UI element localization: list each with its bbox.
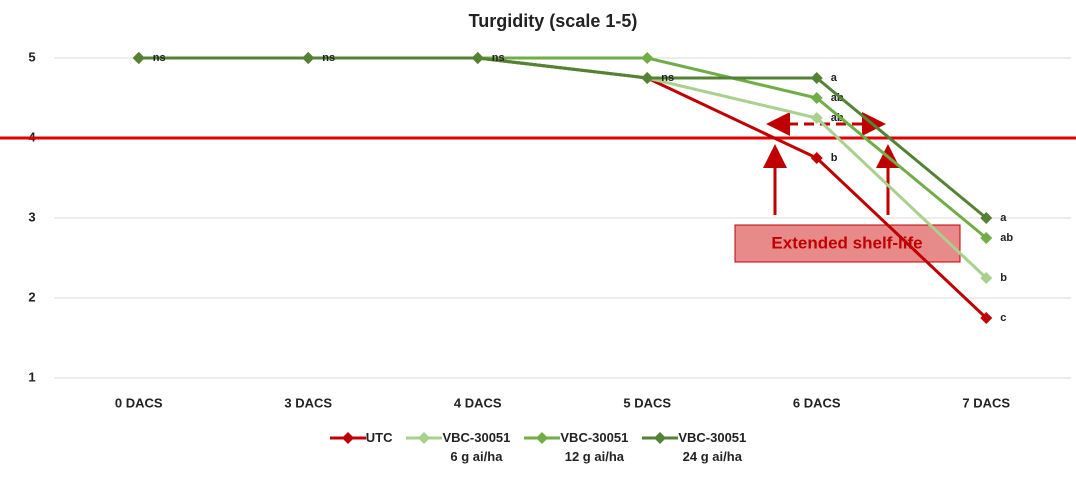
legend-marker (418, 432, 431, 444)
series-line (138, 56, 988, 240)
data-label: ns (153, 52, 166, 64)
data-label: a (1000, 212, 1007, 224)
data-label: ab (1000, 232, 1013, 244)
x-tick-label: 4 DACS (454, 395, 502, 410)
legend-swatch (406, 432, 443, 444)
legend-item: VBC-30051 24 g ai/ha (642, 428, 746, 466)
y-tick-label: 1 (28, 369, 35, 384)
legend-marker (654, 432, 667, 444)
series-line (138, 56, 988, 220)
data-label: b (831, 152, 838, 164)
data-label: ab (831, 92, 844, 104)
marker (810, 72, 823, 84)
marker (471, 52, 484, 64)
legend-label: VBC-30051 24 g ai/ha (678, 430, 747, 464)
marker (302, 52, 315, 64)
marker (810, 112, 823, 124)
marker (641, 52, 654, 64)
legend-swatch (524, 432, 561, 444)
data-label: ab (831, 112, 844, 124)
data-label: ns (492, 52, 505, 64)
legend-swatch (642, 432, 679, 444)
data-label: ns (322, 52, 335, 64)
y-tick-label: 5 (28, 49, 35, 64)
x-tick-label: 5 DACS (623, 395, 671, 410)
legend-item: UTC (329, 428, 393, 466)
data-label: a (831, 72, 838, 84)
marker (980, 212, 993, 224)
data-label: b (1000, 272, 1007, 284)
legend-marker (536, 432, 549, 444)
legend-label: UTC (365, 430, 393, 445)
marker (810, 152, 823, 164)
marker (980, 232, 993, 244)
legend-marker (341, 432, 354, 444)
legend-label: VBC-30051 12 g ai/ha (560, 430, 629, 464)
x-tick-label: 0 DACS (115, 395, 163, 410)
x-tick-label: 6 DACS (793, 395, 841, 410)
data-label: ns (661, 72, 674, 84)
legend-item: VBC-30051 12 g ai/ha (524, 428, 628, 466)
legend-label: VBC-30051 6 g ai/ha (442, 430, 511, 464)
chart-title: Turgidity (scale 1-5) (469, 11, 638, 31)
x-tick-label: 7 DACS (962, 395, 1010, 410)
legend-swatch (329, 432, 366, 444)
legend-item: VBC-30051 6 g ai/ha (406, 428, 510, 466)
legend: UTC VBC-30051 6 g ai/ha VBC-30051 12 g ai/… (0, 428, 1076, 466)
x-tick-label: 3 DACS (284, 395, 332, 410)
series-line (138, 56, 988, 320)
annotation-text: Extended shelf-life (771, 233, 922, 252)
marker (980, 272, 993, 284)
marker (132, 52, 145, 64)
data-label: c (1000, 312, 1006, 324)
marker (810, 92, 823, 104)
marker (641, 72, 654, 84)
marker (980, 312, 993, 324)
y-tick-label: 3 (28, 209, 35, 224)
y-tick-label: 2 (28, 289, 35, 304)
